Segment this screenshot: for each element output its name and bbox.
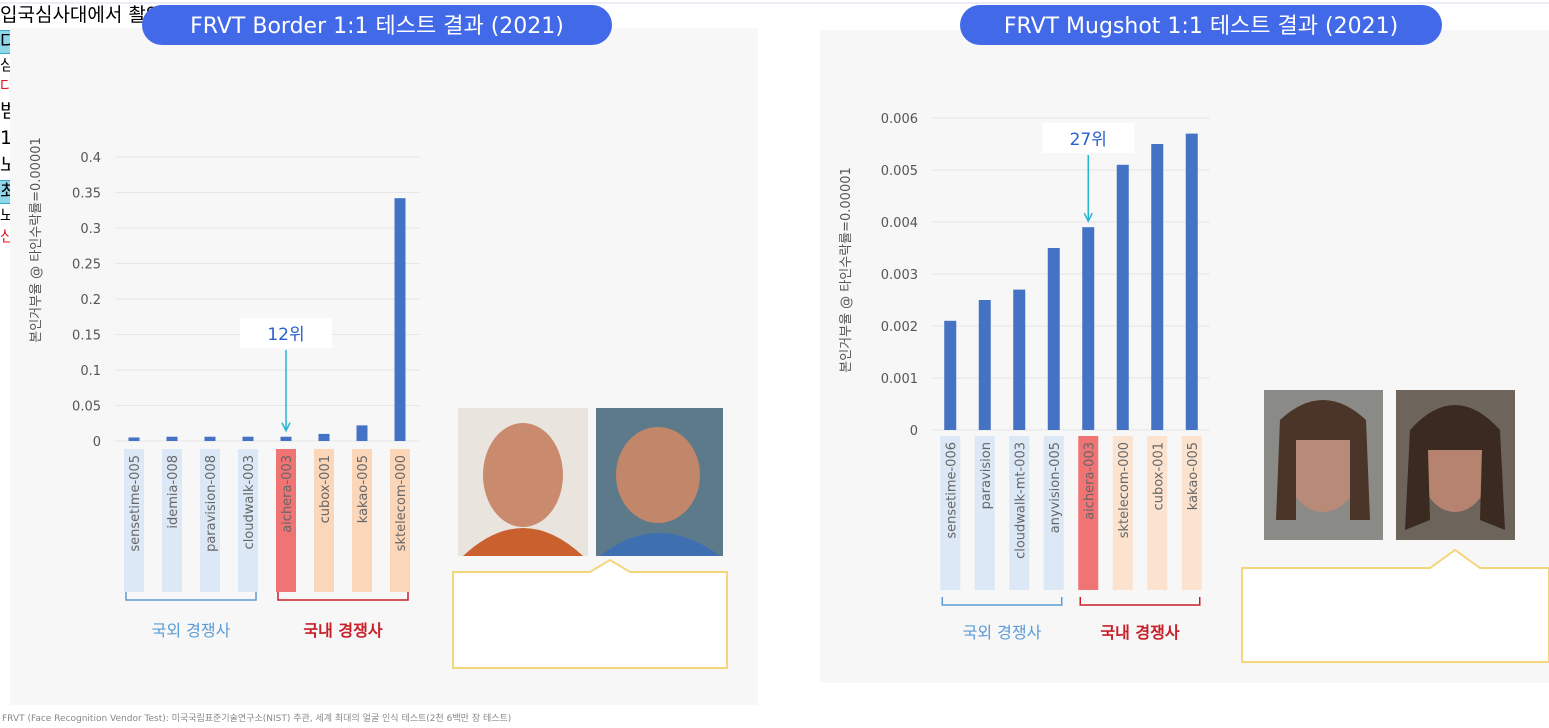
- x-tick-label-group: paravision-008: [204, 455, 219, 552]
- y-tick-label: 0.4: [80, 151, 101, 166]
- page: FRVT Border 1:1 테스트 결과 (2021) 본인거부율 @ 타인수…: [0, 0, 1549, 728]
- bar: [319, 434, 330, 441]
- bar: [357, 425, 368, 441]
- y-tick-label: 0: [910, 424, 918, 439]
- x-tick-label-group: anyvision-005: [1048, 442, 1063, 533]
- x-tick-label: kakao-005: [1186, 442, 1201, 510]
- x-tick-label: cubox-001: [318, 455, 333, 523]
- photo: [1396, 390, 1515, 540]
- photo: [596, 408, 723, 556]
- x-tick-label: sensetime-005: [128, 455, 143, 552]
- bar: [129, 437, 140, 441]
- x-tick-label-group: cloudwalk-mt-003: [1013, 442, 1028, 559]
- y-tick-label: 0.001: [881, 372, 918, 387]
- x-tick-label: cubox-001: [1151, 442, 1166, 510]
- y-tick-label: 0.15: [72, 329, 101, 344]
- x-tick-label: kakao-005: [356, 455, 371, 523]
- y-tick-label: 0.05: [72, 400, 101, 415]
- bar: [1117, 165, 1129, 430]
- group-label: 국외 경쟁사: [963, 623, 1042, 642]
- x-tick-label-group: sensetime-006: [944, 442, 959, 539]
- slide: FRVT Border 1:1 테스트 결과 (2021) 본인거부율 @ 타인수…: [0, 0, 1549, 728]
- bar: [205, 437, 216, 441]
- y-tick-label: 0.002: [881, 320, 918, 335]
- y-label-group: 본인거부율 @ 타인수락률=0.00001: [29, 137, 44, 343]
- x-tick-label: cloudwalk-mt-003: [1013, 442, 1028, 559]
- bar: [944, 321, 956, 430]
- photo: [1264, 390, 1383, 540]
- bar: [281, 437, 292, 441]
- x-tick-label: paravision-008: [204, 455, 219, 552]
- x-tick-label: aichera-003: [280, 455, 295, 533]
- x-tick-label-group: sktelecom-000: [394, 455, 409, 551]
- x-tick-label-group: aichera-003: [1082, 442, 1097, 520]
- x-tick-label-group: idemia-008: [166, 455, 181, 529]
- x-tick-label: sktelecom-000: [394, 455, 409, 551]
- bar: [1186, 134, 1198, 430]
- bar: [167, 437, 178, 441]
- bar: [1151, 144, 1163, 430]
- y-tick-label: 0.2: [80, 293, 101, 308]
- x-tick-label-group: cubox-001: [318, 455, 333, 523]
- x-tick-label-group: kakao-005: [1186, 442, 1201, 510]
- bar: [1013, 290, 1025, 430]
- footnote: FRVT (Face Recognition Vendor Test): 미국국…: [2, 711, 511, 724]
- bar: [1048, 248, 1060, 430]
- y-label-group: 본인거부율 @ 타인수락률=0.00001: [839, 167, 854, 373]
- chart-title: FRVT Border 1:1 테스트 결과 (2021): [190, 14, 564, 39]
- y-tick-label: 0: [93, 435, 101, 450]
- x-tick-label: anyvision-005: [1048, 442, 1063, 533]
- bar: [243, 437, 254, 441]
- photo: [458, 408, 588, 556]
- x-tick-label-group: cloudwalk-003: [242, 455, 257, 549]
- y-tick-label: 0.003: [881, 268, 918, 283]
- rank-label: 12위: [267, 325, 304, 345]
- callout-box: [453, 560, 727, 668]
- x-tick-label: cloudwalk-003: [242, 455, 257, 549]
- x-tick-label-group: sktelecom-000: [1117, 442, 1132, 538]
- chart-title: FRVT Mugshot 1:1 테스트 결과 (2021): [1004, 14, 1398, 39]
- bar: [979, 300, 991, 430]
- x-tick-label-group: paravision: [979, 442, 994, 509]
- y-tick-label: 0.1: [80, 364, 101, 379]
- bar: [1082, 227, 1094, 430]
- x-tick-label: aichera-003: [1082, 442, 1097, 520]
- y-tick-label: 0.35: [72, 187, 101, 202]
- x-tick-label: sktelecom-000: [1117, 442, 1132, 538]
- x-tick-label: paravision: [979, 442, 994, 509]
- bar: [395, 198, 406, 441]
- x-tick-label: idemia-008: [166, 455, 181, 529]
- y-axis-label: 본인거부율 @ 타인수락률=0.00001: [29, 137, 44, 343]
- x-tick-label-group: aichera-003: [280, 455, 295, 533]
- y-tick-label: 0.005: [881, 164, 918, 179]
- y-tick-label: 0.004: [881, 216, 918, 231]
- group-label: 국내 경쟁사: [1100, 623, 1179, 642]
- y-tick-label: 0.3: [80, 222, 101, 237]
- y-tick-label: 0.25: [72, 258, 101, 273]
- x-tick-label-group: kakao-005: [356, 455, 371, 523]
- y-axis-label: 본인거부율 @ 타인수락률=0.00001: [839, 167, 854, 373]
- x-tick-label-group: sensetime-005: [128, 455, 143, 552]
- x-tick-label-group: cubox-001: [1151, 442, 1166, 510]
- group-label: 국내 경쟁사: [303, 621, 382, 640]
- x-tick-label: sensetime-006: [944, 442, 959, 539]
- group-label: 국외 경쟁사: [152, 621, 231, 640]
- rank-label: 27위: [1070, 130, 1107, 150]
- y-tick-label: 0.006: [881, 112, 918, 127]
